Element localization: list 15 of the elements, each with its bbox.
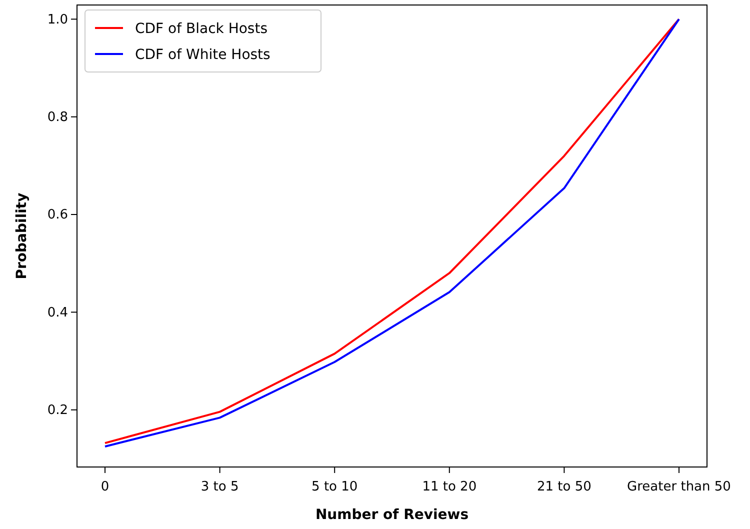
x-tick-label: 3 to 5 xyxy=(200,479,239,494)
legend-label: CDF of Black Hosts xyxy=(135,21,268,37)
y-axis-title: Probability xyxy=(14,192,30,280)
y-tick-label: 0.8 xyxy=(47,110,68,125)
legend-label: CDF of White Hosts xyxy=(135,47,270,63)
x-tick-label: 11 to 20 xyxy=(422,479,477,494)
x-tick-label: Greater than 50 xyxy=(627,479,731,494)
y-tick-label: 0.2 xyxy=(47,403,68,418)
x-tick-label: 21 to 50 xyxy=(536,479,592,494)
y-tick-label: 0.4 xyxy=(47,305,68,320)
x-axis-title: Number of Reviews xyxy=(315,507,469,523)
y-tick-label: 1.0 xyxy=(47,12,68,28)
x-tick-label: 0 xyxy=(100,479,110,494)
y-tick-label: 0.6 xyxy=(47,208,68,223)
x-tick-label: 5 to 10 xyxy=(312,479,358,494)
